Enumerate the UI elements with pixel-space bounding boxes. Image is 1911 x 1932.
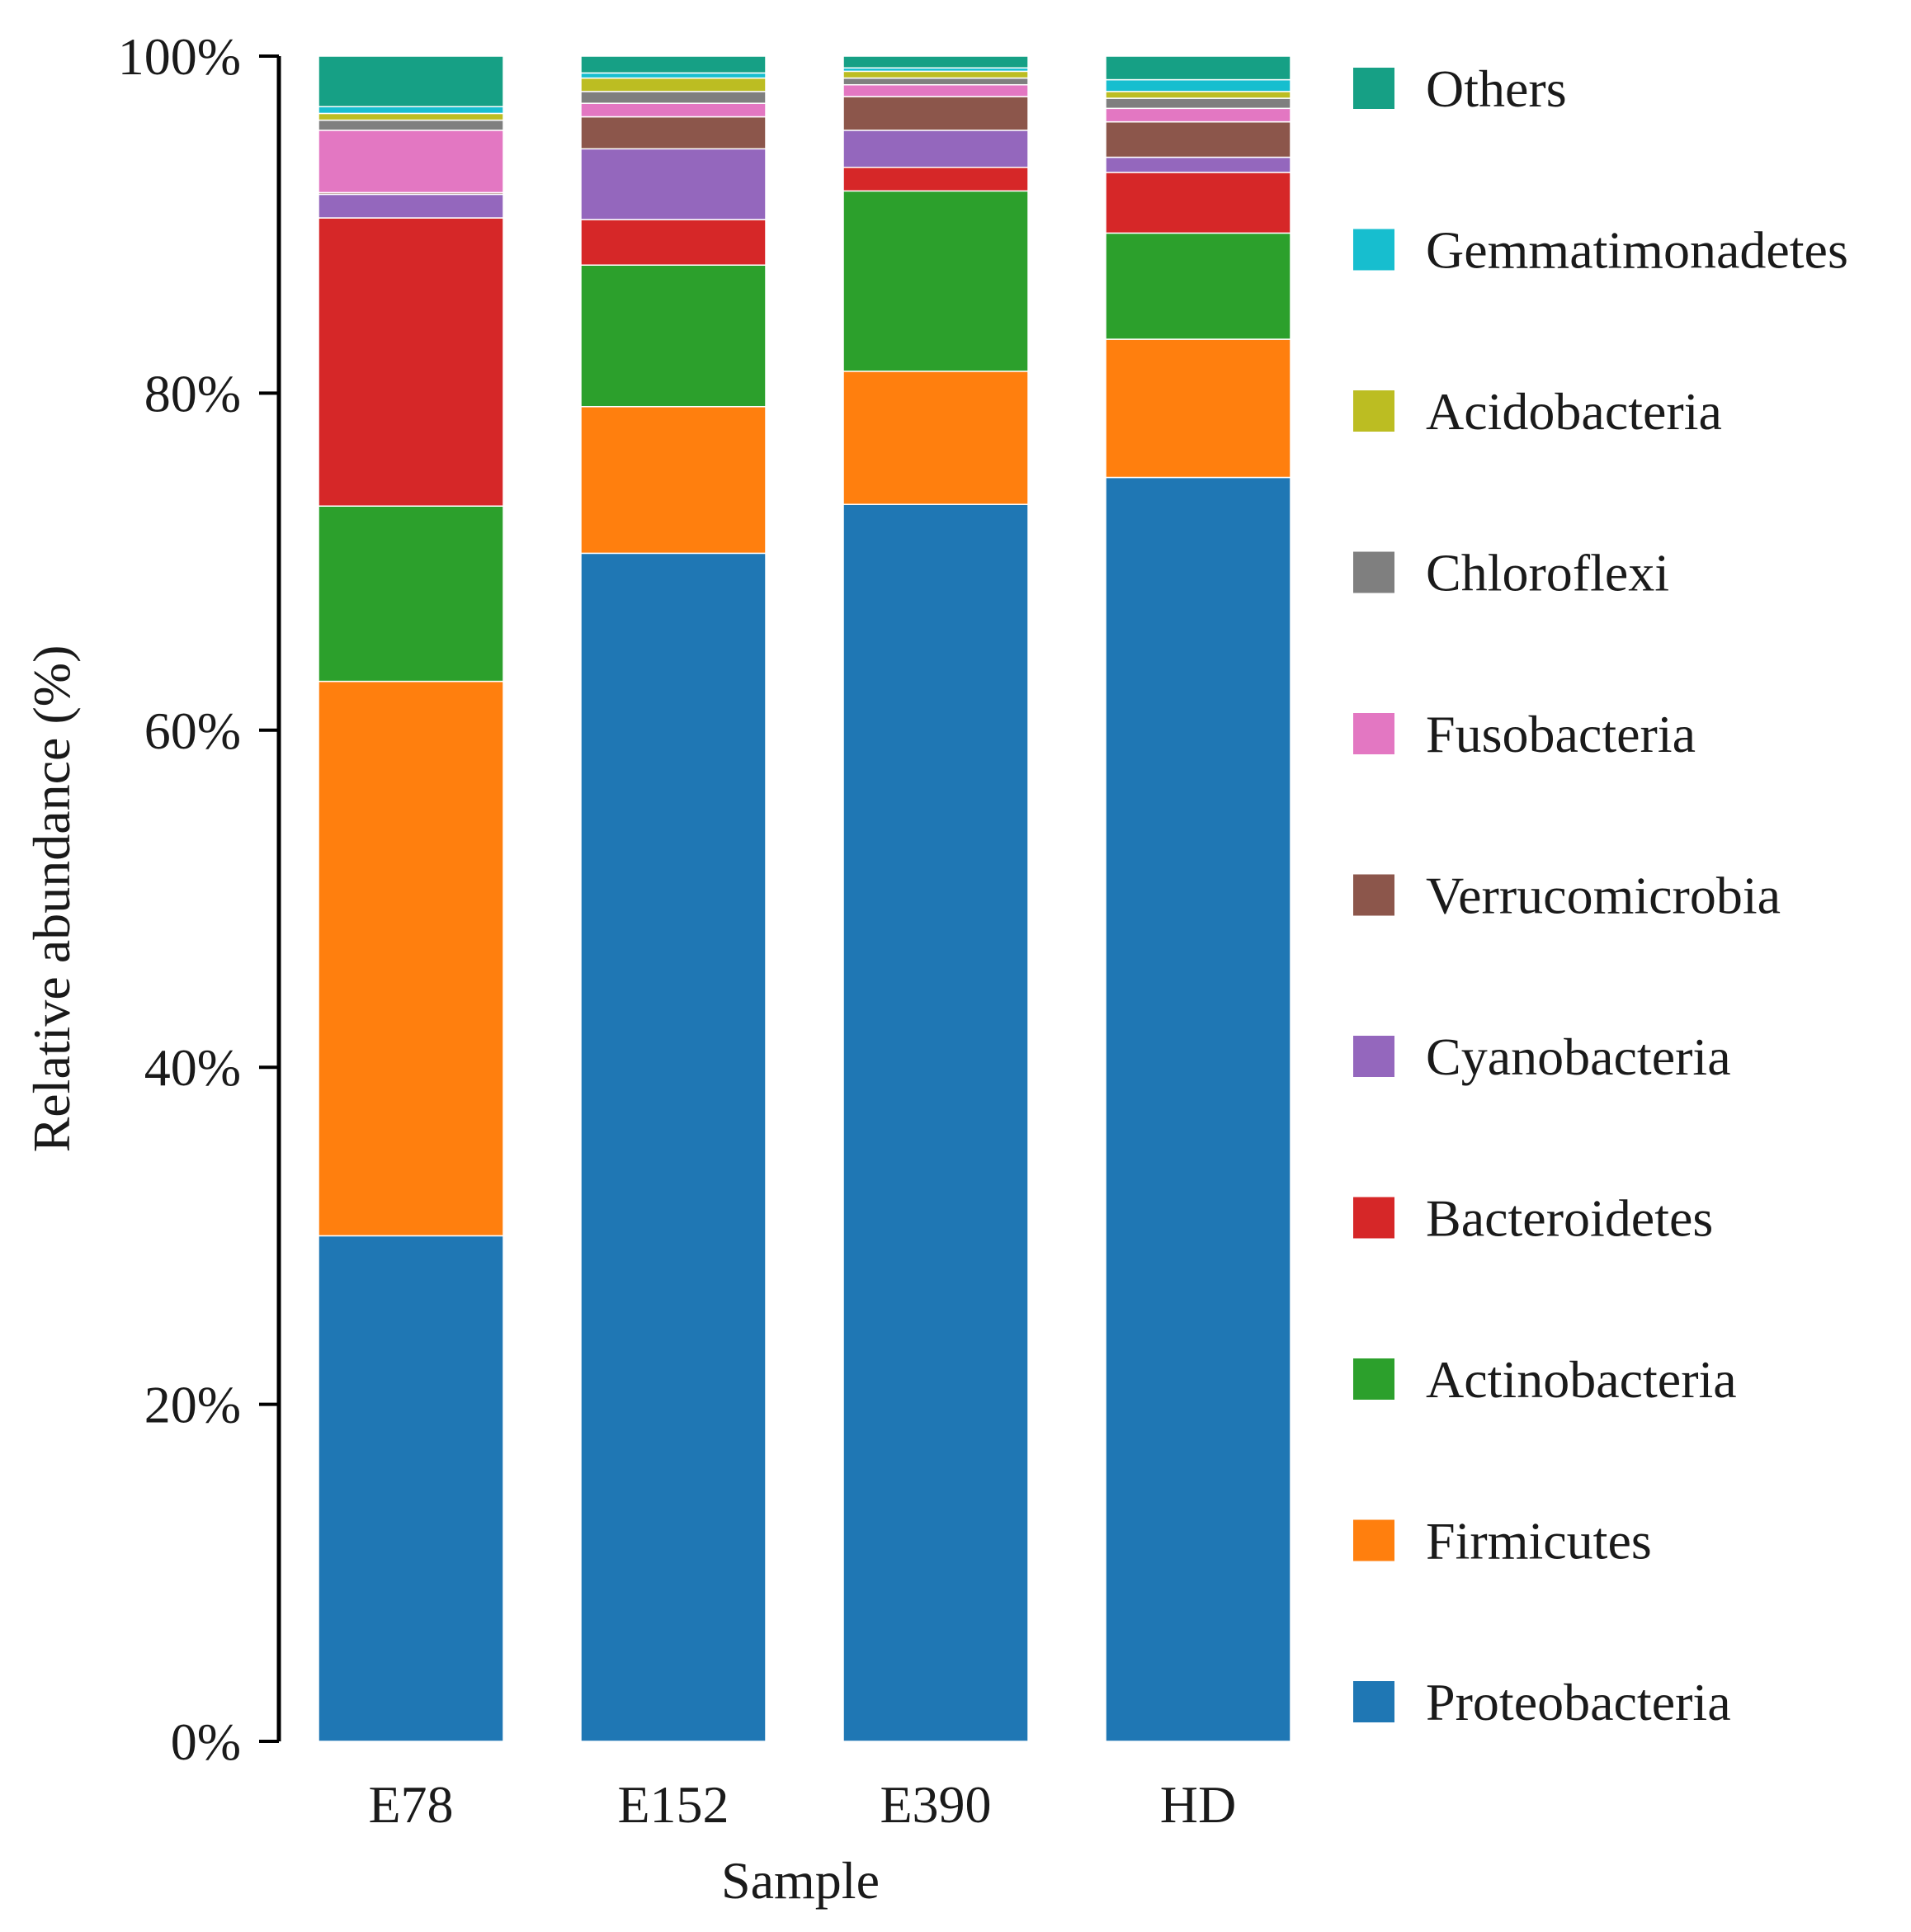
legend-swatch-others — [1353, 68, 1394, 109]
bar-segment-e78-bacteroidetes — [318, 217, 504, 507]
x-tick-labels: E78 E152 E390 HD — [368, 1775, 1236, 1834]
bar-segment-e390-firmicutes — [842, 371, 1029, 505]
legend-label-proteobacteria: Proteobacteria — [1426, 1673, 1731, 1731]
legend: Others Gemmatimonadetes Acidobacteria Chlor… — [1353, 59, 1848, 1731]
bar-segment-e390-proteobacteria — [842, 503, 1029, 1742]
bar-segment-hd-proteobacteria — [1105, 476, 1291, 1742]
bar-segment-e78-fusobacteria — [318, 130, 504, 194]
bar-segment-e390-verrucomicrobia — [842, 96, 1029, 131]
legend-swatch-bacteroidetes — [1353, 1197, 1394, 1239]
y-tick-label: 60% — [144, 701, 241, 760]
bar-segment-e152-fusobacteria — [580, 102, 767, 118]
bar-segment-hd-actinobacteria — [1105, 232, 1291, 340]
bar-segment-e152-cyanobacteria — [580, 148, 767, 220]
bar-segment-e152-others — [580, 55, 767, 74]
legend-label-actinobacteria: Actinobacteria — [1426, 1350, 1737, 1409]
bar-segment-e78-firmicutes — [318, 680, 504, 1237]
bar-segment-e152-firmicutes — [580, 405, 767, 555]
bar-segment-e78-acidobacteria — [318, 112, 504, 121]
x-tick-label-e390: E390 — [880, 1775, 991, 1834]
y-tick-label: 20% — [144, 1376, 241, 1434]
x-tick-label-e152: E152 — [617, 1775, 729, 1834]
bar-segment-e152-gemmatimonadetes — [580, 72, 767, 79]
x-tick-label-e78: E78 — [368, 1775, 453, 1834]
y-tick-label: 100% — [118, 27, 241, 86]
legend-label-verrucomicrobia: Verrucomicrobia — [1426, 867, 1781, 925]
bar-segment-e390-bacteroidetes — [842, 167, 1029, 192]
bar-segment-e390-fusobacteria — [842, 83, 1029, 97]
legend-label-chloroflexi: Chloroflexi — [1426, 544, 1669, 602]
legend-label-cyanobacteria: Cyanobacteria — [1426, 1027, 1731, 1086]
bars-layer — [318, 55, 1291, 1742]
bar-segment-hd-cyanobacteria — [1105, 156, 1291, 173]
bar-segment-e152-actinobacteria — [580, 264, 767, 408]
legend-swatch-acidobacteria — [1353, 390, 1394, 432]
legend-swatch-actinobacteria — [1353, 1358, 1394, 1400]
bar-segment-e390-chloroflexi — [842, 77, 1029, 86]
legend-label-firmicutes: Firmicutes — [1426, 1512, 1652, 1571]
legend-label-gemmatimonadetes: Gemmatimonadetes — [1426, 221, 1848, 280]
bar-segment-e152-chloroflexi — [580, 91, 767, 104]
bar-segment-e390-cyanobacteria — [842, 130, 1029, 168]
bar-segment-hd-chloroflexi — [1105, 97, 1291, 110]
y-tick-label: 40% — [144, 1038, 241, 1097]
bar-segment-e78-cyanobacteria — [318, 193, 504, 219]
bar-segment-hd-firmicutes — [1105, 338, 1291, 479]
bar-segment-e78-chloroflexi — [318, 119, 504, 131]
bar-segment-hd-fusobacteria — [1105, 107, 1291, 123]
y-ticks: 0% 20% 40% 60% 80% 100% — [118, 27, 279, 1771]
bar-segment-e390-actinobacteria — [842, 190, 1029, 372]
y-tick-label: 80% — [144, 364, 241, 423]
bar-segment-hd-verrucomicrobia — [1105, 120, 1291, 158]
bar-segment-e390-acidobacteria — [842, 70, 1029, 79]
bar-segment-e78-actinobacteria — [318, 505, 504, 683]
bar-segment-hd-others — [1105, 55, 1291, 81]
legend-swatch-firmicutes — [1353, 1519, 1394, 1561]
legend-swatch-fusobacteria — [1353, 713, 1394, 754]
bar-segment-hd-acidobacteria — [1105, 91, 1291, 99]
legend-label-others: Others — [1426, 59, 1567, 118]
bar-segment-hd-gemmatimonadetes — [1105, 78, 1291, 92]
bar-segment-e152-acidobacteria — [580, 77, 767, 92]
bar-segment-e78-others — [318, 55, 504, 108]
bar-segment-e152-proteobacteria — [580, 552, 767, 1742]
legend-label-fusobacteria: Fusobacteria — [1426, 705, 1696, 763]
legend-label-acidobacteria: Acidobacteria — [1426, 382, 1722, 441]
legend-swatch-gemmatimonadetes — [1353, 229, 1394, 271]
bar-segment-e78-gemmatimonadetes — [318, 106, 504, 115]
bar-segment-e152-bacteroidetes — [580, 219, 767, 266]
x-axis-title: Sample — [721, 1851, 880, 1910]
x-tick-label-hd: HD — [1160, 1775, 1236, 1834]
bar-segment-e78-proteobacteria — [318, 1235, 504, 1742]
bar-segment-e152-verrucomicrobia — [580, 116, 767, 150]
y-axis-title: Relative abundance (%) — [22, 645, 81, 1153]
legend-swatch-chloroflexi — [1353, 551, 1394, 593]
y-tick-label: 0% — [171, 1712, 241, 1771]
legend-swatch-cyanobacteria — [1353, 1036, 1394, 1077]
legend-swatch-verrucomicrobia — [1353, 874, 1394, 916]
bar-segment-e390-others — [842, 55, 1029, 69]
legend-label-bacteroidetes: Bacteroidetes — [1426, 1189, 1713, 1248]
bar-segment-hd-bacteroidetes — [1105, 172, 1291, 234]
legend-swatch-proteobacteria — [1353, 1681, 1394, 1722]
